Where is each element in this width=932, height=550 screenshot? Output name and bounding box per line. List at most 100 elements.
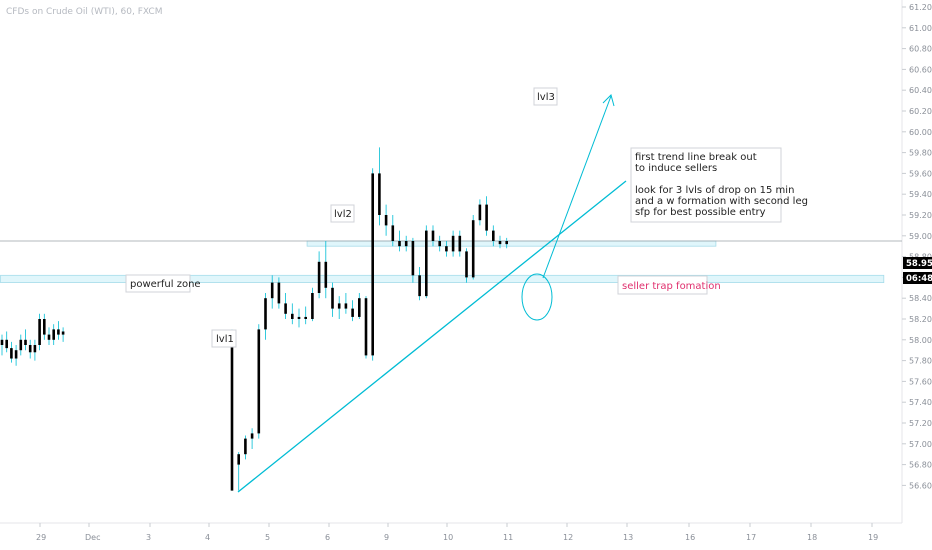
y-tick-label: 57.00	[909, 440, 932, 449]
note-line-6: sfp for best possible entry	[635, 207, 766, 218]
time-axis[interactable]: 29 Dec 3 4 5 6 9 10 11 12 13 16 17 18 19	[36, 523, 878, 542]
note-line-5: and a w formation with second leg	[635, 196, 808, 207]
candle-body	[331, 287, 334, 309]
zone-rect[interactable]	[306, 240, 717, 247]
y-tick-label: 58.40	[909, 294, 932, 303]
y-tick-label: 57.60	[909, 377, 932, 386]
candle-body	[398, 241, 401, 247]
candle-body	[317, 261, 321, 293]
y-tick-label: 56.80	[909, 461, 932, 470]
x-tick-label: 10	[443, 533, 453, 542]
label-lvl3-text: lvl3	[537, 92, 555, 103]
candle-body	[257, 329, 261, 434]
candle-body	[492, 230, 495, 241]
y-tick-label: 60.00	[909, 128, 932, 137]
candle-body	[244, 438, 247, 455]
candle-body	[297, 316, 301, 319]
candle-body	[371, 173, 374, 356]
note-line-2: to induce sellers	[635, 163, 717, 174]
candle-body	[404, 241, 408, 247]
note-box[interactable]: first trend line break out to induce sel…	[630, 147, 811, 223]
y-tick-label: 60.20	[909, 107, 932, 116]
candle-body	[465, 251, 468, 278]
last-price-badge-text: 58.95	[906, 259, 932, 269]
x-tick-label: Dec	[85, 533, 100, 542]
x-tick-label: 29	[36, 533, 46, 542]
note-line-4: look for 3 lvls of drop on 15 min	[635, 185, 794, 196]
countdown-badge: 06:48	[903, 272, 932, 284]
candle-body	[230, 331, 234, 491]
x-tick-label: 11	[503, 533, 513, 542]
price-axis[interactable]: 61.20 61.00 60.80 60.60 60.40 60.20 60.00 59.80…	[902, 3, 932, 490]
projection-arrow[interactable]	[542, 94, 615, 279]
candle-body	[378, 173, 381, 215]
candle-body	[358, 298, 361, 317]
y-tick-label: 59.40	[909, 190, 932, 199]
label-seller-trap[interactable]: seller trap fomation	[617, 275, 721, 295]
y-tick-label: 61.00	[909, 24, 932, 33]
candle-body	[478, 204, 482, 221]
y-tick-label: 59.20	[909, 211, 932, 220]
x-tick-label: 5	[265, 533, 270, 542]
label-lvl2[interactable]: lvl2	[330, 204, 355, 223]
candle-body	[445, 246, 448, 252]
candle-body	[250, 433, 254, 439]
candle-body	[38, 319, 41, 345]
candles-layer	[0, 147, 508, 491]
x-tick-label: 3	[146, 533, 151, 542]
candle-body	[505, 241, 508, 245]
x-tick-label: 18	[807, 533, 817, 542]
candle-body	[471, 220, 475, 278]
y-tick-label: 60.60	[909, 65, 932, 74]
y-tick-label: 60.80	[909, 45, 932, 54]
candle-body	[411, 241, 415, 276]
candle-body	[391, 225, 395, 241]
x-tick-label: 12	[563, 533, 573, 542]
label-powerful-zone[interactable]: powerful zone	[125, 274, 201, 293]
candle-body	[264, 298, 267, 330]
y-tick-label: 59.80	[909, 149, 932, 158]
candle-body	[311, 293, 314, 319]
label-lvl1[interactable]: lvl1	[211, 329, 237, 348]
label-lvl1-text: lvl1	[216, 334, 234, 345]
candle-body	[418, 275, 421, 297]
x-tick-label: 16	[685, 533, 695, 542]
x-tick-label: 4	[205, 533, 210, 542]
y-tick-label: 57.80	[909, 357, 932, 366]
x-tick-label: 19	[868, 533, 878, 542]
y-tick-label: 56.60	[909, 481, 932, 490]
y-tick-label: 57.40	[909, 398, 932, 407]
candle-body	[47, 334, 51, 340]
candle-body	[19, 339, 23, 351]
candle-body	[43, 319, 46, 335]
candle-body	[485, 204, 488, 231]
candle-body	[351, 308, 354, 317]
x-tick-label: 9	[384, 533, 389, 542]
candle-body	[458, 235, 462, 252]
candle-body	[304, 316, 307, 319]
candle-body	[28, 345, 32, 353]
zone-rect[interactable]	[0, 274, 885, 284]
candle-body	[237, 454, 240, 465]
candle-body	[270, 282, 274, 299]
projection-arrow-line[interactable]	[542, 95, 612, 279]
candle-body	[0, 339, 4, 345]
candle-body	[451, 235, 455, 252]
note-text: first trend line break out to induce sel…	[635, 152, 811, 218]
note-line-1: first trend line break out	[635, 152, 757, 163]
candle-body	[57, 329, 60, 335]
candle-body	[24, 339, 27, 345]
y-tick-label: 59.60	[909, 169, 932, 178]
candle-body	[5, 339, 8, 349]
candle-body	[438, 241, 441, 247]
trend-line[interactable]	[237, 180, 627, 493]
x-tick-label: 17	[746, 533, 756, 542]
candle-body	[277, 282, 281, 304]
candle-body	[344, 303, 348, 309]
trap-circle[interactable]	[521, 273, 553, 321]
y-tick-label: 60.40	[909, 86, 932, 95]
label-seller-trap-text: seller trap fomation	[622, 281, 721, 292]
label-lvl3[interactable]: lvl3	[533, 87, 558, 106]
candle-body	[498, 241, 502, 245]
